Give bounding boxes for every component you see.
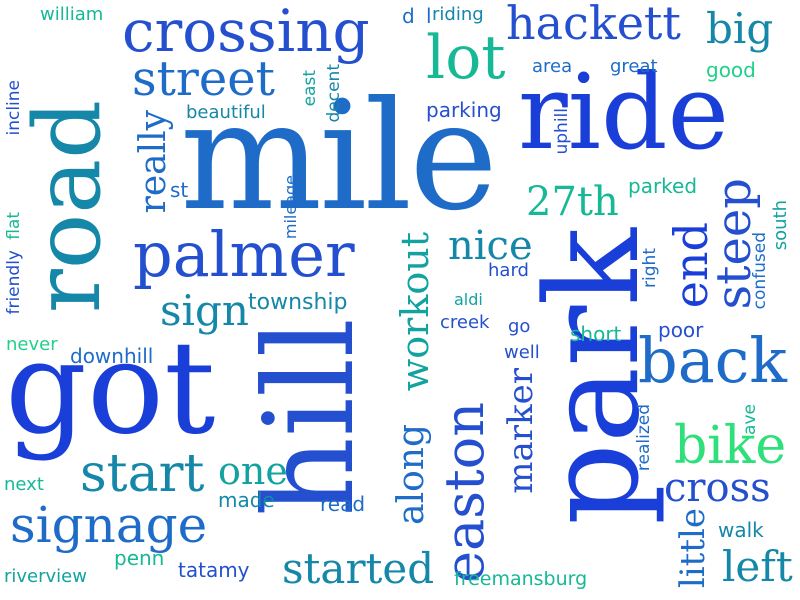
word-start: start [80,444,205,504]
word-back: back [638,324,787,397]
word-area: area [532,56,573,77]
word-incline: incline [4,80,24,136]
word-realized: realized [634,404,654,472]
word-creek: creek [440,312,490,333]
word-go: go [508,316,531,337]
word-poor: poor [658,318,704,342]
word-crossing: crossing [122,0,370,65]
word-next: next [4,474,44,495]
word-uphill: uphill [552,108,572,155]
word-walk: walk [718,518,764,542]
word-started: started [282,544,435,593]
word-little: little [673,508,713,589]
word-palmer: palmer [133,218,355,291]
word-marker: marker [501,368,541,494]
word-made: made [218,488,275,512]
word-lot: lot [426,23,506,93]
word-hackett: hackett [506,0,681,50]
word-cross: cross [664,465,771,511]
word-freemansburg: freemansburg [454,568,588,590]
word-easton: easton [433,402,496,583]
word-william: william [40,4,104,25]
word-mileage: mileage [281,175,300,240]
word-road: road [14,100,121,314]
word-township: township [248,290,348,315]
word-friendly: friendly [4,250,24,315]
word-decent: decent [324,64,344,123]
word-st: st [170,178,189,202]
word-got: got [5,314,216,463]
word-bike: bike [674,416,787,476]
word-street: street [132,51,275,107]
word-flat: flat [4,212,24,240]
word-sign: sign [160,286,249,335]
word-good: good [706,58,756,82]
word-hard: hard [488,260,529,281]
word-south: south [770,200,791,251]
word-great: great [610,56,658,77]
word-short: short [570,322,622,346]
word-read: read [320,492,366,516]
word-tatamy: tatamy [178,558,250,582]
word-27th: 27th [526,179,619,225]
word-riding: riding [432,4,484,25]
word-beautiful: beautiful [186,102,266,123]
word-east: east [300,70,320,107]
word-l: l [426,4,432,28]
word-d: d [402,4,415,28]
word-parking: parking [426,98,502,122]
word-along: along [391,424,432,525]
word-downhill: downhill [70,344,154,368]
word-signage: signage [10,496,208,554]
word-aldi: aldi [454,290,483,309]
word-nice: nice [448,223,533,269]
word-ride: ride [518,51,730,173]
word-mile: mile [180,70,498,244]
word-workout: workout [393,232,437,392]
word-big: big [706,4,774,53]
word-riverview: riverview [4,566,87,587]
word-end: end [664,222,718,309]
word-left: left [722,542,793,591]
word-ave: ave [740,404,760,435]
word-never: never [6,334,58,355]
word-parked: parked [628,174,698,198]
word-confused: confused [750,232,770,310]
word-penn: penn [114,546,165,570]
word-one: one [218,449,288,493]
word-well: well [504,342,540,363]
word-right: right [640,248,660,288]
word-really: really [133,110,174,214]
